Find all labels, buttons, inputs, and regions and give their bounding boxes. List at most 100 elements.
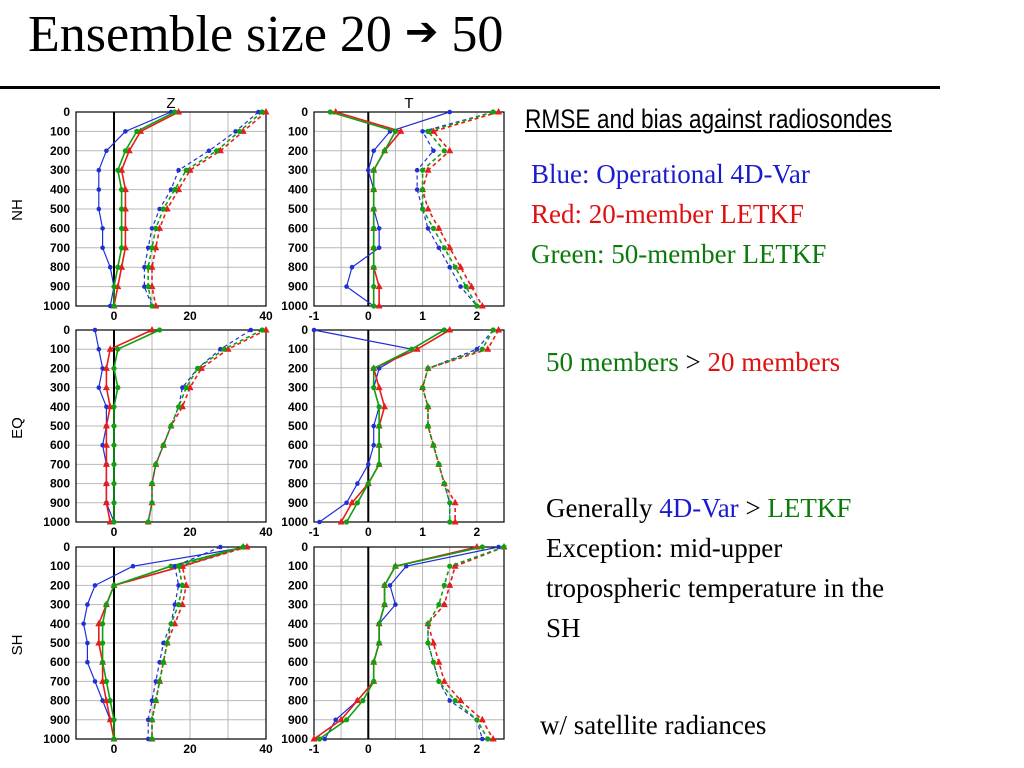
eq-z-green-bias-point bbox=[111, 519, 117, 525]
eq-t-red-bias-point bbox=[337, 518, 345, 525]
nh-t-red-rmse-point bbox=[457, 263, 465, 270]
eq-z-green-bias-point bbox=[111, 423, 117, 429]
eq-t-blue-bias-point bbox=[371, 423, 377, 429]
note-satellite: w/ satellite radiances bbox=[540, 710, 767, 740]
sh-t-red-rmse-point bbox=[489, 735, 497, 742]
nh-t-frame bbox=[313, 111, 505, 307]
eq-z-green-rmse-point bbox=[149, 481, 155, 487]
sh-t-green-rmse-point bbox=[441, 582, 447, 589]
nh-t-green-rmse-point bbox=[490, 109, 496, 115]
eq-z-green-bias-point bbox=[111, 404, 117, 410]
nh-t-green-bias-point bbox=[327, 109, 333, 115]
nh-z-y-tick-label: 600 bbox=[50, 221, 70, 235]
eq-z-y-tick-label: 800 bbox=[50, 477, 70, 491]
sh-z-green-rmse-point bbox=[179, 582, 185, 589]
nh-z-y-tick-label: 300 bbox=[50, 163, 70, 177]
sh-t-red-bias-point bbox=[337, 715, 345, 723]
nh-t-blue-rmse-point bbox=[431, 148, 436, 154]
sh-z-green-bias-point bbox=[111, 717, 117, 723]
sh-t-red-rmse-point bbox=[478, 715, 486, 723]
eq-t-green-rmse-point bbox=[430, 442, 437, 448]
eq-t-green-rmse-point bbox=[425, 365, 431, 371]
sh-z-blue-bias-point bbox=[130, 563, 136, 569]
eq-z-green-rmse-point bbox=[168, 423, 174, 429]
eq-z-red-bias-point bbox=[102, 364, 110, 371]
nh-z-blue-bias-point bbox=[96, 167, 102, 173]
sh-t-x-tick-label: 1 bbox=[419, 742, 426, 756]
nh-t-y-tick-label: 500 bbox=[288, 202, 308, 216]
eq-z-y-tick-label: 500 bbox=[50, 419, 70, 433]
nh-z-green-bias-point bbox=[119, 245, 125, 251]
sh-t-green-bias-point bbox=[479, 544, 485, 550]
sh-z-y-tick-label: 900 bbox=[50, 713, 70, 727]
sh-t-green-bias-point bbox=[343, 717, 350, 723]
sh-t-red-rmse-line bbox=[427, 546, 505, 740]
eq-t-blue-bias-point bbox=[365, 462, 371, 467]
eq-z-green-bias-point bbox=[115, 346, 121, 352]
nh-z-blue-rmse-point bbox=[206, 148, 212, 154]
nh-z-blue-bias-point bbox=[123, 129, 128, 134]
eq-t-red-rmse-point bbox=[495, 326, 503, 333]
nh-t-red-rmse-point bbox=[467, 282, 475, 290]
statement-generally-b: LETKF bbox=[767, 493, 852, 523]
nh-z-y-tick-label: 0 bbox=[63, 105, 70, 119]
sh-z-green-bias-point bbox=[111, 582, 117, 589]
nh-t-green-bias-point bbox=[371, 264, 377, 270]
eq-t-blue-bias-point bbox=[371, 442, 377, 448]
nh-z-green-rmse-point bbox=[149, 245, 155, 251]
nh-z-row-label: NH bbox=[9, 199, 26, 221]
eq-t-y-tick-label: 700 bbox=[288, 457, 308, 471]
sh-t-blue-rmse-point bbox=[447, 698, 453, 703]
nh-t-y-tick-label: 300 bbox=[288, 163, 308, 177]
nh-z-green-rmse-point bbox=[183, 167, 189, 173]
eq-t-green-bias-point bbox=[376, 461, 382, 467]
sh-t-blue-bias-point bbox=[387, 583, 393, 588]
eq-t-x-tick-label: -1 bbox=[309, 525, 320, 539]
sh-t-green-rmse-point bbox=[501, 544, 507, 550]
eq-t-green-bias-point bbox=[343, 519, 350, 525]
eq-t-green-rmse-point bbox=[419, 385, 426, 391]
nh-t-blue-bias-point bbox=[371, 148, 377, 154]
eq-z-blue-bias-point bbox=[92, 327, 98, 333]
sh-z-x-tick-label: 0 bbox=[111, 742, 118, 756]
nh-t-blue-rmse-point bbox=[420, 129, 425, 134]
eq-t-green-rmse-line bbox=[421, 329, 494, 522]
nh-t-green-bias-point bbox=[371, 303, 377, 309]
sh-z-y-tick-label: 1000 bbox=[43, 732, 70, 746]
sh-z-blue-rmse-point bbox=[172, 602, 178, 607]
sh-t-green-rmse-point bbox=[436, 602, 442, 608]
eq-t-y-tick-label: 200 bbox=[288, 361, 308, 375]
eq-z-green-rmse-point bbox=[160, 442, 166, 448]
nh-t-x-tick-label: 1 bbox=[419, 309, 426, 323]
sh-t-blue-rmse-point bbox=[479, 736, 485, 742]
nh-t-y-tick-label: 900 bbox=[288, 280, 308, 294]
nh-t-green-rmse-point bbox=[452, 264, 458, 270]
sh-t-blue-bias-point bbox=[322, 736, 328, 742]
sh-t-red-rmse-point bbox=[429, 639, 437, 646]
nh-t-x-tick-label: -1 bbox=[309, 309, 320, 323]
eq-t-x-tick-label: 1 bbox=[419, 525, 426, 539]
eq-t-y-tick-label: 500 bbox=[288, 419, 308, 433]
sh-t-y-tick-label: 1000 bbox=[281, 732, 308, 746]
nh-t-blue-bias-point bbox=[344, 284, 349, 289]
eq-z-row-label: EQ bbox=[9, 417, 26, 439]
sh-z-green-rmse-point bbox=[240, 544, 246, 550]
sh-t-green-rmse-point bbox=[425, 640, 431, 646]
nh-t-red-bias-point bbox=[397, 127, 405, 134]
sh-t-green-bias-point bbox=[316, 736, 323, 742]
nh-t-green-bias-point bbox=[371, 206, 377, 212]
eq-t-y-tick-label: 600 bbox=[288, 438, 308, 452]
eq-t-green-bias-point bbox=[376, 423, 382, 429]
sh-t-y-tick-label: 200 bbox=[288, 578, 308, 592]
sh-t-y-tick-label: 800 bbox=[288, 694, 308, 708]
eq-z-blue-bias-point bbox=[96, 346, 102, 352]
nh-z-y-tick-label: 800 bbox=[50, 260, 70, 274]
eq-z-frame bbox=[75, 329, 267, 523]
eq-t-green-rmse-point bbox=[490, 327, 496, 333]
eq-t-green-bias-point bbox=[441, 327, 447, 333]
eq-z-green-bias-point bbox=[115, 385, 121, 391]
sh-z-blue-bias-point bbox=[85, 602, 90, 607]
nh-t-green-bias-point bbox=[371, 245, 377, 251]
eq-z-y-tick-label: 0 bbox=[63, 323, 70, 337]
